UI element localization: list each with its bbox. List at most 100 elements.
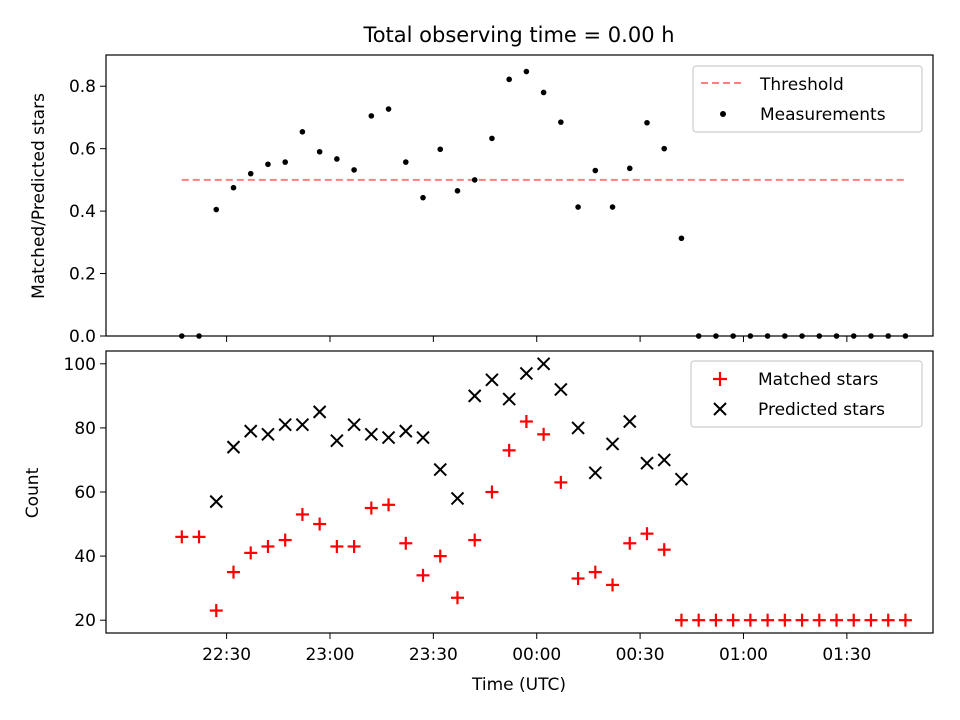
y-tick-label: 60	[74, 483, 96, 503]
legend-matched-swatch	[713, 372, 727, 386]
measurements-point	[265, 161, 271, 168]
measurements-point	[247, 170, 254, 177]
measurements-point	[644, 119, 650, 126]
x-tick-label: 22:30	[202, 645, 251, 665]
matched-stars-point	[399, 536, 413, 550]
matched-stars-point	[588, 565, 602, 579]
legend-predicted-swatch	[713, 402, 727, 416]
legend-threshold-label: Threshold	[759, 75, 844, 95]
predicted-stars-point	[244, 424, 258, 438]
top-ylabel: Matched/Predicted stars	[29, 93, 49, 299]
matched-stars-point	[313, 517, 327, 531]
y-tick-label: 40	[74, 547, 96, 567]
measurements-point	[609, 204, 616, 210]
measurements-point	[506, 76, 512, 83]
y-tick-label: 0.2	[69, 265, 96, 285]
matched-stars-point	[761, 613, 775, 627]
predicted-stars-point	[347, 417, 361, 432]
measurements-point	[661, 145, 668, 152]
measurements-point	[385, 106, 392, 112]
measurements-point	[334, 156, 340, 162]
predicted-stars-point	[657, 453, 671, 467]
predicted-stars-point	[364, 427, 379, 442]
matched-stars-point	[244, 546, 258, 560]
y-tick-label: 20	[74, 611, 96, 631]
matched-stars-point	[830, 613, 844, 627]
y-tick-label: 100	[64, 355, 96, 375]
matched-stars-point	[209, 604, 223, 618]
matched-stars-point	[881, 613, 895, 627]
y-tick-label: 0.6	[69, 140, 96, 160]
predicted-stars-point	[623, 414, 637, 429]
measurements-point	[420, 194, 426, 201]
ratio-panel: Matched/Predicted stars 0.00.20.40.60.8 …	[29, 54, 934, 347]
predicted-stars-point	[554, 382, 568, 397]
measurements-point	[523, 68, 530, 75]
measurements-point	[471, 177, 478, 183]
matched-stars-point	[537, 427, 551, 441]
legend-predicted-label: Predicted stars	[758, 400, 885, 420]
measurements-point	[213, 206, 220, 213]
predicted-stars-point	[416, 430, 430, 445]
measurements-point	[626, 165, 633, 172]
predicted-stars-point	[330, 434, 344, 448]
matched-stars-point	[795, 613, 809, 627]
bottom-legend: Matched stars Predicted stars	[690, 360, 923, 428]
predicted-stars-point	[278, 417, 292, 432]
predicted-stars-point	[640, 456, 654, 470]
predicted-stars-point	[588, 466, 603, 480]
matched-stars-point	[847, 613, 861, 627]
measurements-point	[402, 159, 409, 165]
bottom-xlabel: Time (UTC)	[471, 675, 566, 695]
measurements-point	[489, 135, 495, 142]
matched-stars-point	[674, 613, 688, 627]
measurements-point	[558, 119, 564, 125]
predicted-stars-point	[519, 366, 534, 381]
x-tick-label: 01:30	[822, 645, 871, 665]
measurements-point	[351, 167, 357, 173]
predicted-stars-point	[450, 491, 465, 506]
matched-stars-point	[864, 613, 878, 627]
predicted-stars-point	[261, 427, 275, 442]
matched-stars-point	[192, 530, 206, 544]
x-tick-label: 01:00	[719, 645, 768, 665]
predicted-stars-point	[295, 417, 310, 432]
matched-stars-point	[502, 443, 516, 457]
predicted-stars-point	[536, 357, 551, 371]
matched-stars-point	[778, 613, 792, 627]
predicted-stars-point	[485, 373, 499, 387]
predicted-stars-point	[502, 392, 516, 406]
y-tick-label: 0.8	[69, 77, 96, 97]
matched-stars-point	[485, 485, 499, 499]
matched-stars-point	[416, 568, 430, 582]
predicted-stars-point	[399, 424, 413, 438]
matched-stars-point	[433, 549, 447, 563]
x-tick-label: 00:00	[512, 645, 561, 665]
matched-stars-point	[261, 539, 275, 553]
bottom-axes-frame	[105, 350, 934, 634]
measurements-point	[575, 204, 581, 210]
bottom-ylabel: Count	[23, 467, 43, 518]
matched-stars-point	[812, 613, 826, 627]
predicted-stars-point	[605, 437, 620, 451]
measurements-point	[316, 148, 323, 155]
top-axes-frame	[105, 54, 934, 337]
matched-stars-point	[554, 475, 568, 489]
matched-stars-point	[364, 501, 378, 515]
matched-stars-point	[898, 613, 912, 627]
matched-stars-point	[226, 565, 240, 579]
matched-stars-point	[606, 578, 620, 592]
matched-stars-point	[175, 530, 189, 544]
x-tick-label: 00:30	[616, 645, 665, 665]
matched-stars-point	[743, 613, 757, 627]
matched-stars-point	[640, 527, 654, 541]
x-tick-label: 23:00	[305, 645, 354, 665]
measurements-point	[299, 129, 306, 135]
matched-stars-point	[278, 533, 292, 547]
measurements-point	[592, 167, 599, 174]
matched-stars-point	[519, 415, 533, 428]
measurements-point	[678, 235, 685, 242]
y-tick-label: 0.4	[69, 202, 96, 222]
y-tick-label: 0.0	[69, 327, 96, 347]
chart-title: Total observing time = 0.00 h	[362, 23, 674, 47]
